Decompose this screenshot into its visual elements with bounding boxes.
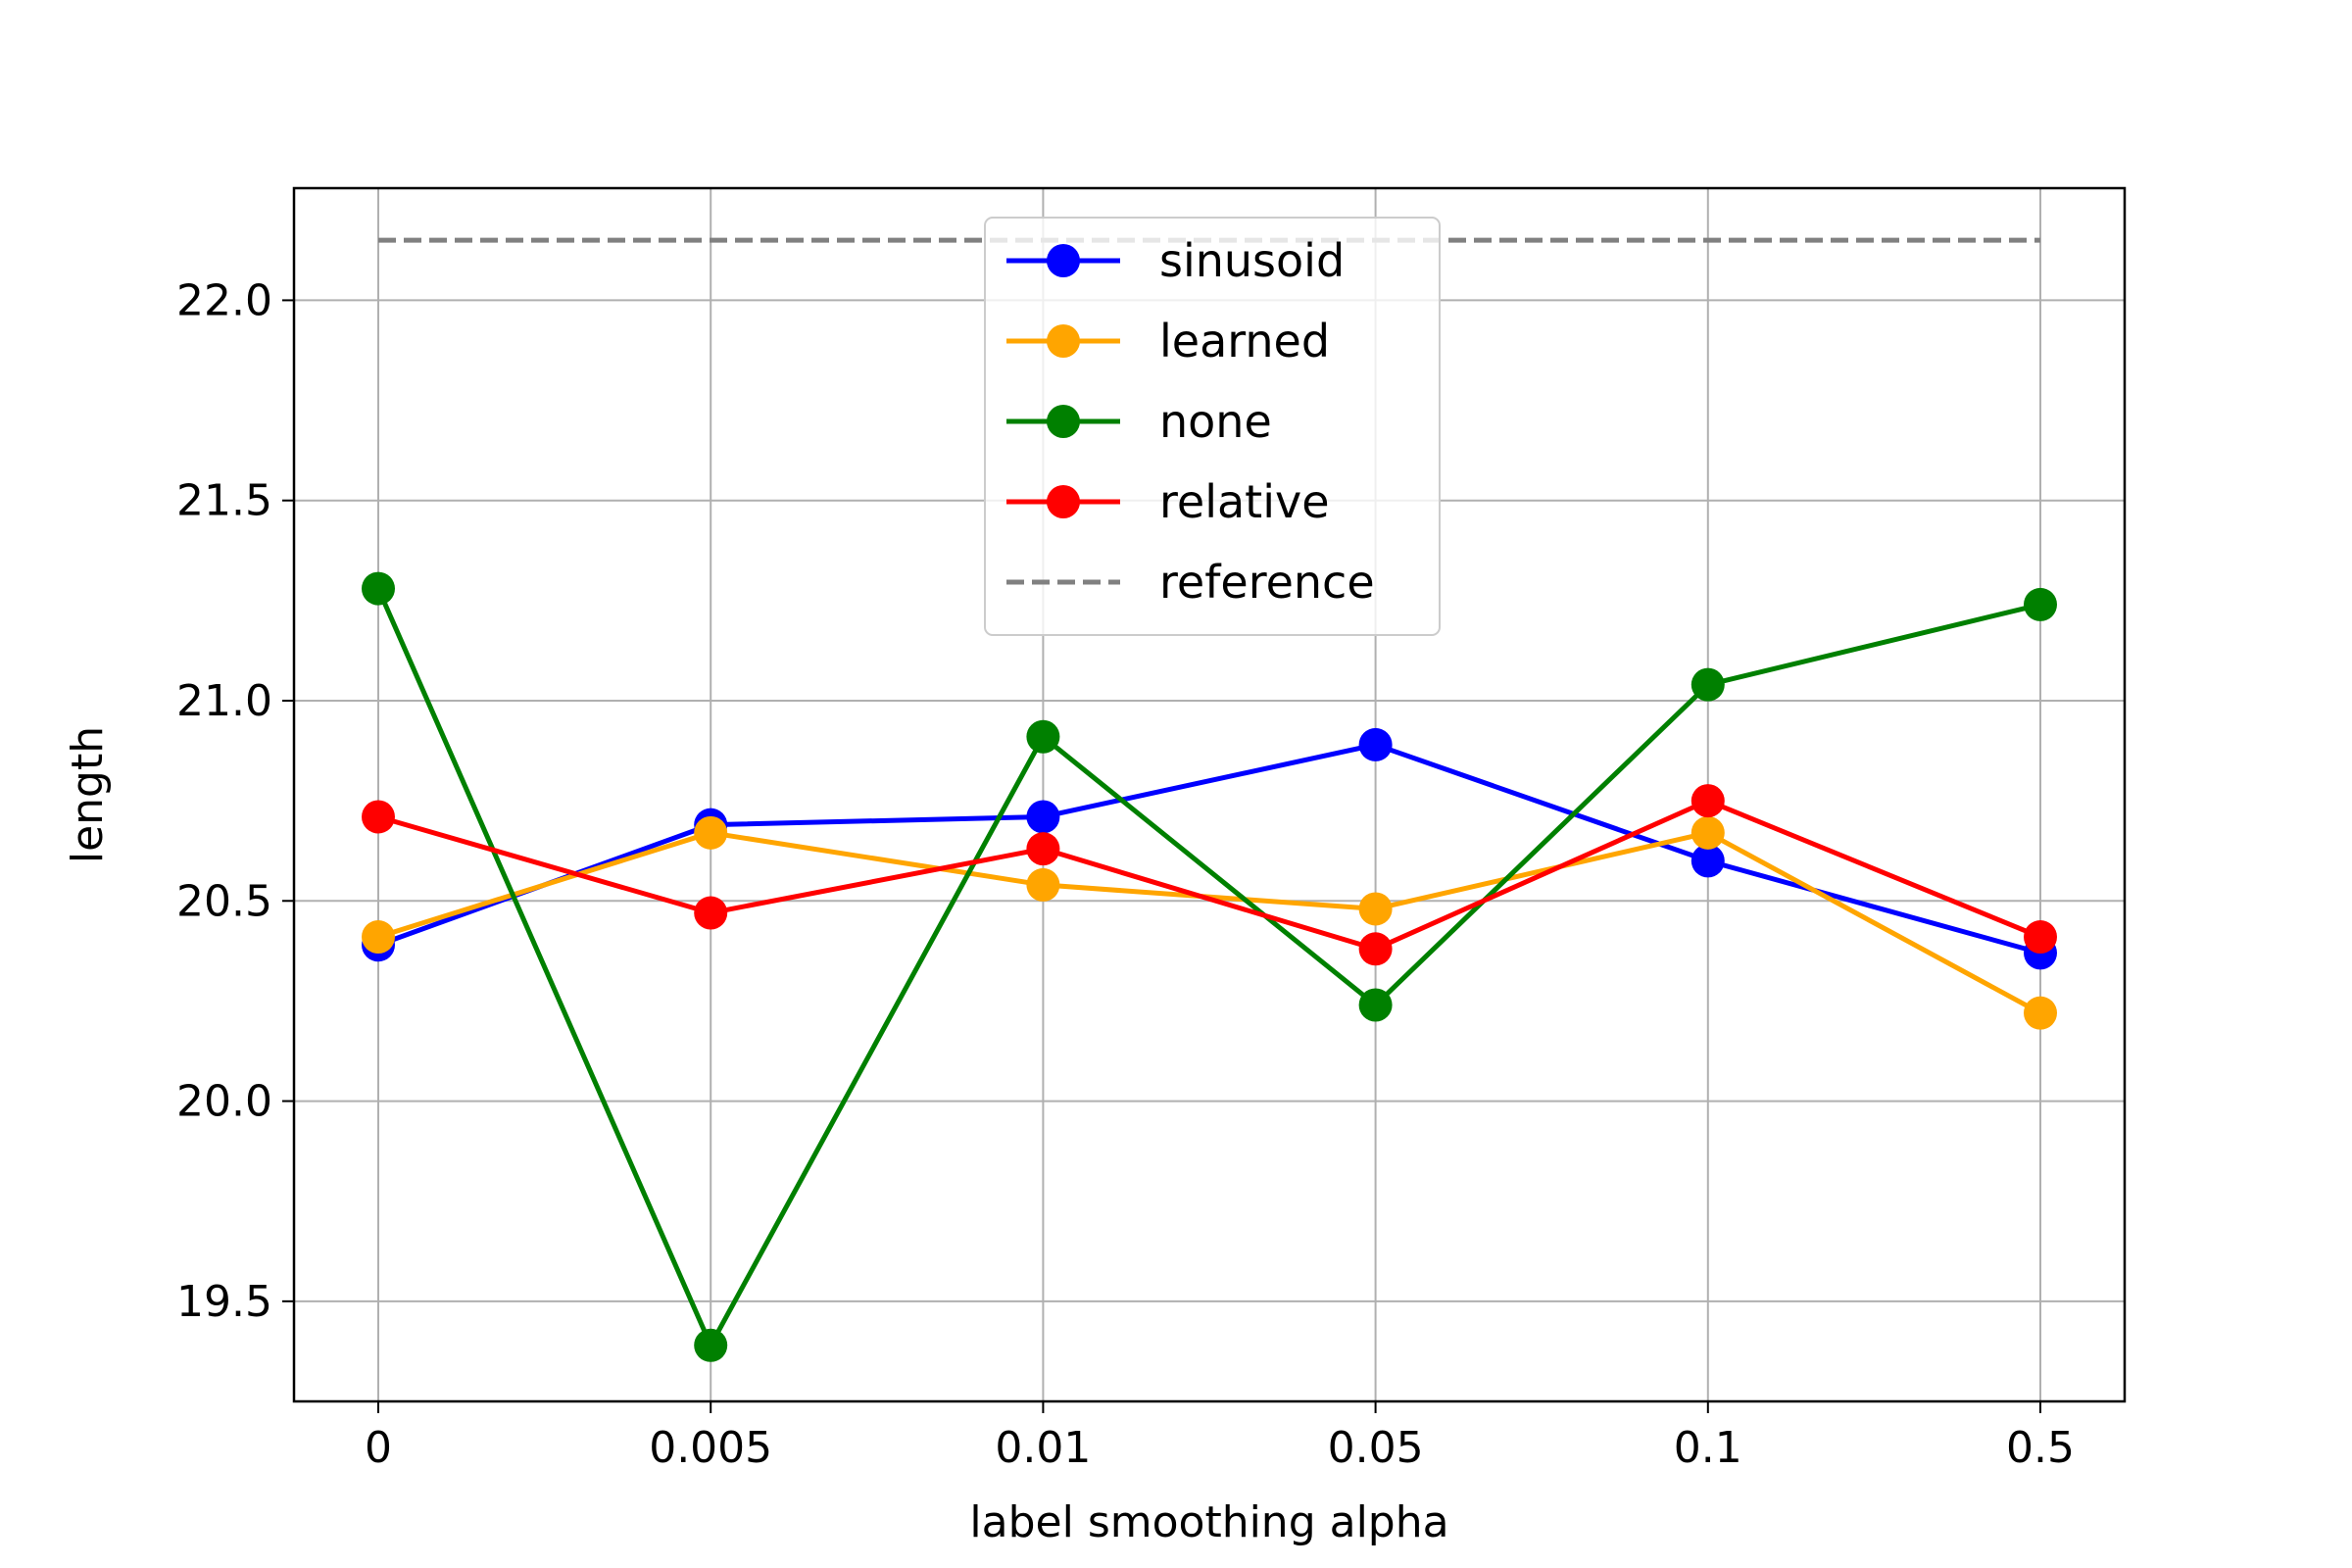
x-axis: 0 0.005 0.01 0.05 0.1 0.5 — [365, 1401, 2075, 1473]
series-line-none — [375, 587, 2041, 1348]
y-tick-label: 20.5 — [176, 876, 272, 926]
data-point-none — [1358, 988, 1393, 1022]
data-point-learned — [1358, 892, 1393, 926]
legend-item-relative: relative — [1006, 475, 1330, 528]
legend-item-none: none — [1006, 395, 1272, 448]
x-tick-label: 0.005 — [649, 1423, 772, 1473]
data-point-learned — [2024, 996, 2057, 1030]
series-line-sinusoid — [377, 742, 2041, 956]
legend-item-reference: reference — [1006, 556, 1375, 609]
legend-marker-learned — [1047, 324, 1080, 358]
y-tick-label: 20.0 — [176, 1077, 272, 1127]
data-point-sinusoid — [1690, 844, 1725, 878]
x-tick-label: 0.5 — [2006, 1423, 2075, 1473]
legend-marker-relative — [1047, 485, 1080, 518]
data-point-none — [362, 571, 395, 606]
series-none — [362, 571, 2057, 1362]
legend-marker-none — [1047, 405, 1080, 438]
legend-label: sinusoid — [1159, 234, 1345, 287]
legend: sinusoid learned none relative reference — [984, 217, 1441, 636]
y-axis-label: length — [63, 726, 113, 863]
data-point-learned — [1690, 815, 1725, 850]
data-point-learned — [362, 920, 395, 955]
x-axis-label: label smoothing alpha — [969, 1497, 1448, 1547]
x-tick-label: 0.05 — [1328, 1423, 1424, 1473]
data-point-relative — [2024, 920, 2057, 955]
data-point-relative — [1026, 832, 1060, 866]
x-tick-label: 0.01 — [995, 1423, 1091, 1473]
data-point-learned — [694, 815, 728, 850]
legend-item-learned: learned — [1006, 315, 1330, 368]
y-tick-label: 22.0 — [176, 275, 272, 325]
plot-frame — [292, 186, 2127, 1403]
data-point-relative — [1358, 932, 1393, 966]
legend-label: learned — [1159, 315, 1330, 368]
legend-label: reference — [1159, 556, 1375, 609]
series-line-relative — [377, 798, 2041, 952]
data-point-none — [2024, 587, 2057, 621]
y-tick-label: 19.5 — [176, 1277, 272, 1327]
y-axis: 19.5 20.0 20.5 21.0 21.5 22.0 — [176, 275, 294, 1327]
data-point-sinusoid — [1026, 800, 1060, 834]
data-point-relative — [1690, 784, 1725, 818]
y-tick-label: 21.5 — [176, 476, 272, 526]
data-point-none — [1690, 667, 1725, 702]
x-tick-label: 0.1 — [1674, 1423, 1742, 1473]
data-point-learned — [1026, 867, 1060, 902]
y-tick-label: 21.0 — [176, 676, 272, 726]
data-point-none — [1026, 719, 1060, 754]
series-layer — [362, 571, 2057, 1362]
legend-label: relative — [1159, 475, 1330, 528]
data-point-relative — [362, 800, 395, 834]
data-point-relative — [694, 896, 728, 930]
data-point-sinusoid — [1358, 727, 1393, 761]
data-point-none — [694, 1328, 728, 1362]
legend-box — [984, 217, 1441, 636]
series-relative — [362, 784, 2057, 966]
legend-label: none — [1159, 395, 1272, 448]
x-tick-label: 0 — [365, 1423, 392, 1473]
legend-item-sinusoid: sinusoid — [1006, 234, 1345, 287]
legend-marker-sinusoid — [1047, 244, 1080, 277]
